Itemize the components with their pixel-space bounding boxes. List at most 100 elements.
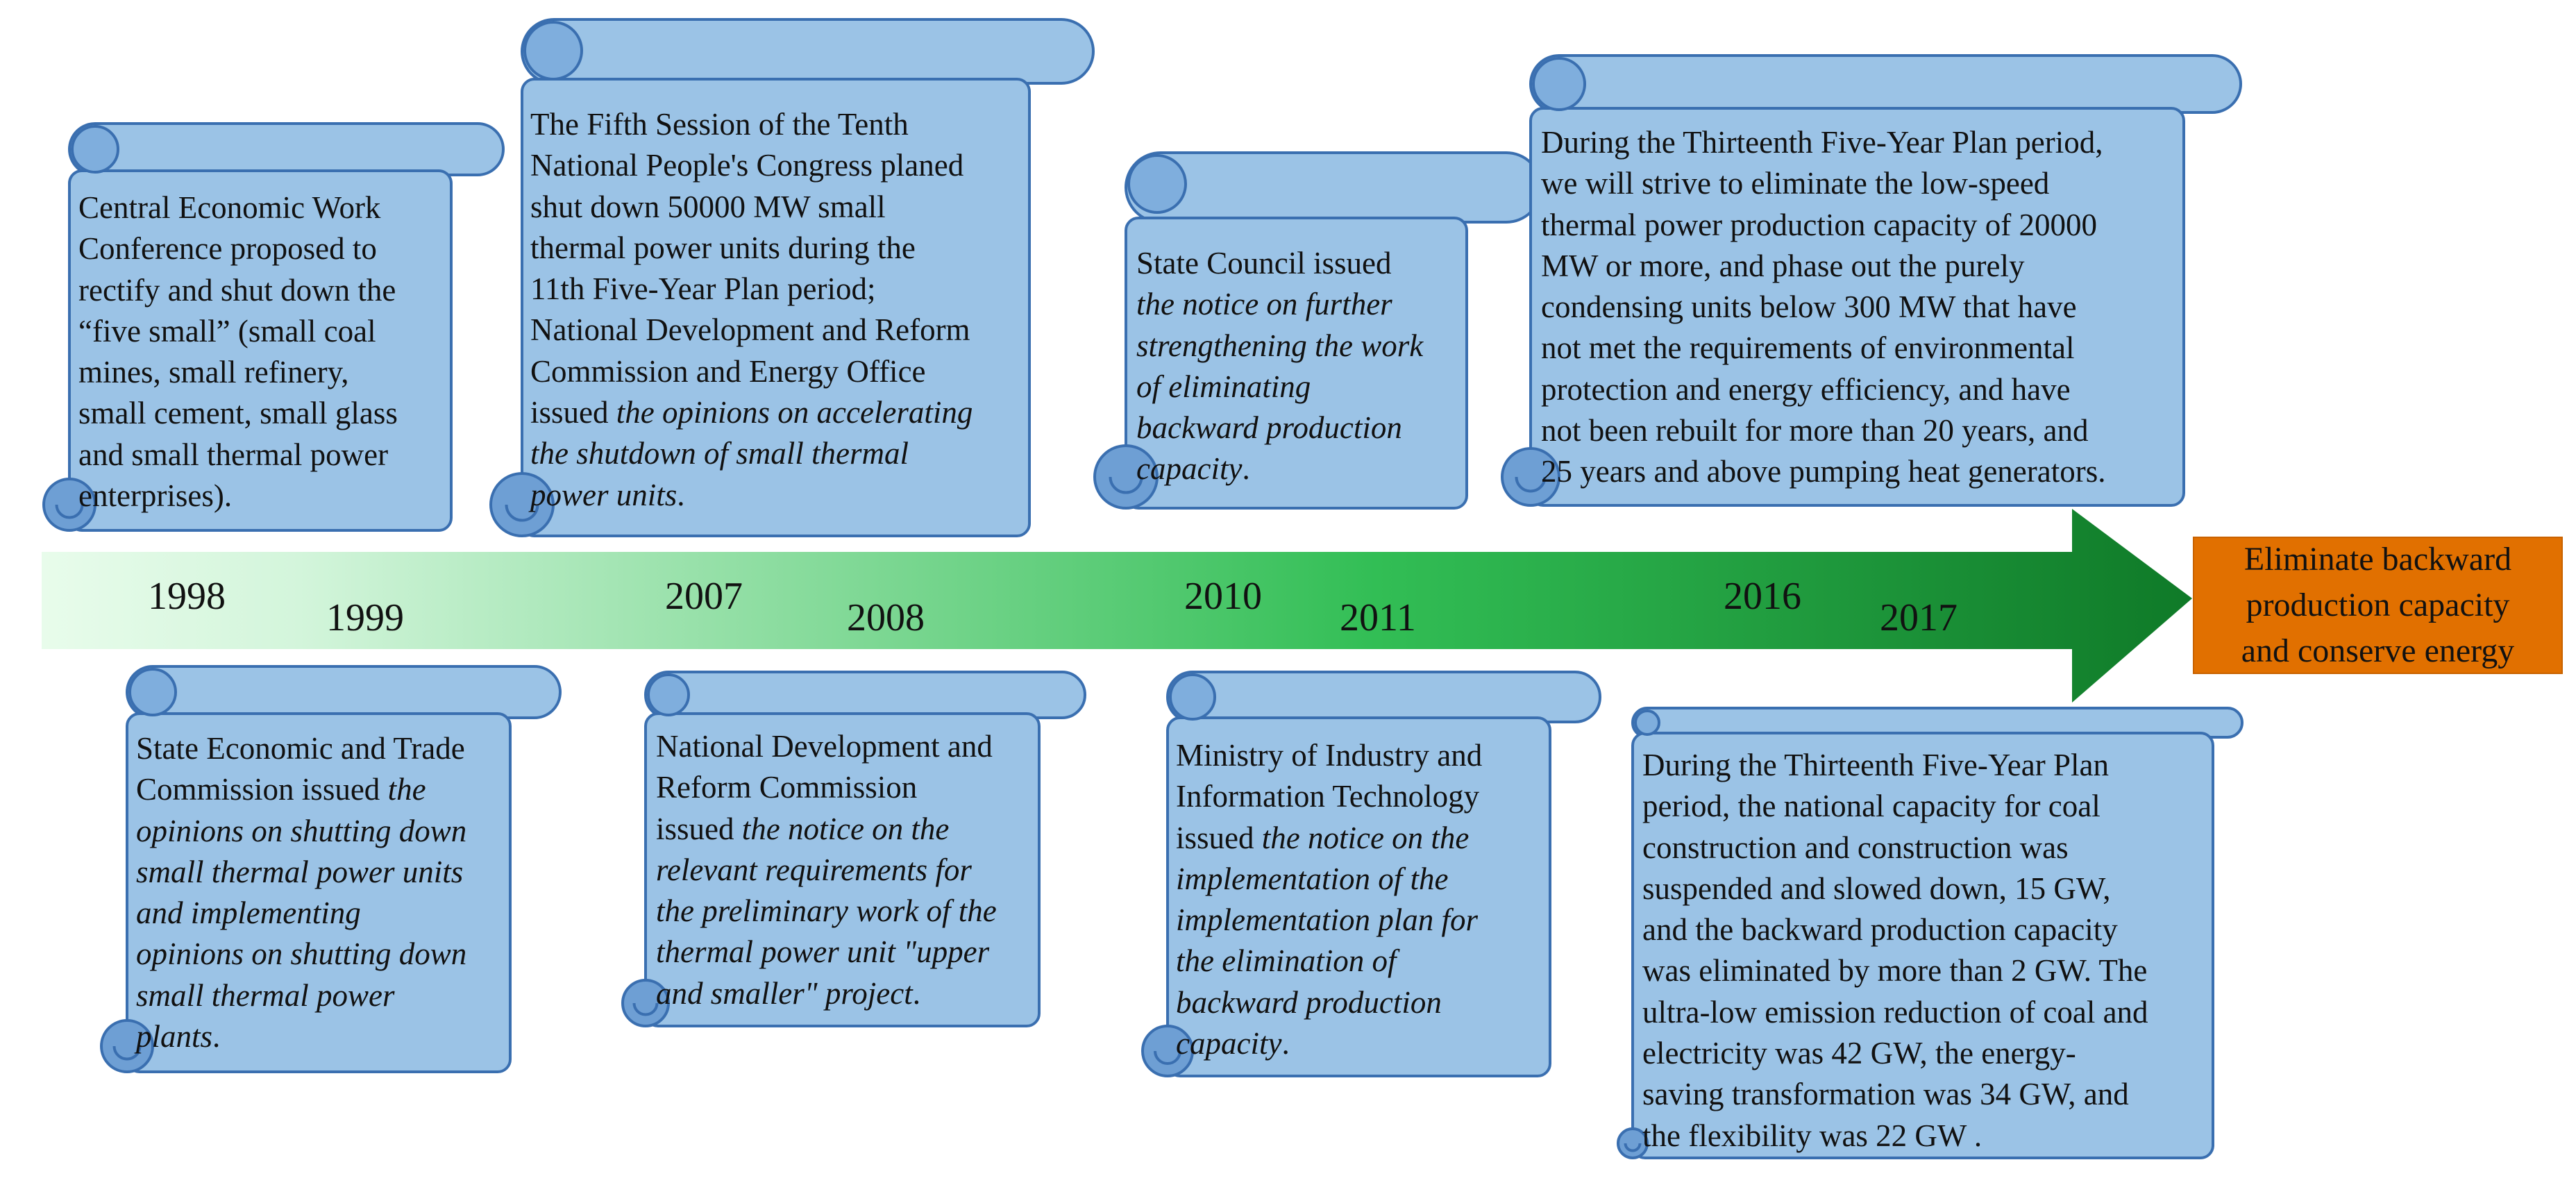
scroll-card-2011 xyxy=(1141,671,1601,1077)
year-label-1999: 1999 xyxy=(326,596,404,639)
text-run: . xyxy=(1242,451,1250,487)
card-line: During the Thirteenth Five-Year Plan per… xyxy=(1541,122,2105,163)
text-run: 25 years and above pumping heat generato… xyxy=(1541,454,2106,489)
text-run: State Economic and Trade xyxy=(136,731,465,766)
text-run: issued xyxy=(656,811,742,846)
text-run: electricity was 42 GW, the energy- xyxy=(1642,1036,2076,1071)
scroll-card-1998 xyxy=(42,122,505,532)
italic-text: the notice on the xyxy=(741,811,950,846)
card-line: Reform Commission xyxy=(656,767,997,808)
italic-text: the shutdown of small thermal xyxy=(530,436,909,471)
card-line: saving transformation was 34 GW, and xyxy=(1642,1074,2148,1115)
card-line: issued the notice on the xyxy=(656,809,997,850)
text-run: ultra-low emission reduction of coal and xyxy=(1642,994,2148,1029)
card-line: power units. xyxy=(530,475,973,516)
italic-text: thermal power unit "upper xyxy=(656,934,990,970)
italic-text: the notice on further xyxy=(1136,287,1392,322)
card-line: Commission issued the xyxy=(136,769,466,810)
card-line: 11th Five-Year Plan period; xyxy=(530,269,973,310)
card-line: backward production xyxy=(1176,982,1482,1023)
italic-text: capacity xyxy=(1136,451,1243,487)
text-run: . xyxy=(1281,1026,1290,1061)
event-card-2007: The Fifth Session of the Tenth National P… xyxy=(530,104,973,516)
text-run: saving transformation was 34 GW, and xyxy=(1642,1077,2129,1112)
scroll-card-2008 xyxy=(621,671,1086,1027)
card-line: we will strive to eliminate the low-spee… xyxy=(1541,163,2105,204)
card-line: small thermal power units xyxy=(136,852,466,893)
card-line: the preliminary work of the xyxy=(656,891,997,932)
card-line: opinions on shutting down xyxy=(136,934,466,975)
italic-text: and implementing xyxy=(136,896,361,931)
scroll-card-2016 xyxy=(1501,54,2242,507)
card-line: Ministry of Industry and xyxy=(1176,735,1482,776)
card-line: issued the notice on the xyxy=(1176,818,1482,859)
card-line: relevant requirements for xyxy=(656,850,997,891)
card-line: mines, small refinery, xyxy=(78,352,398,393)
card-line: Commission and Energy Office xyxy=(530,351,973,392)
timeline-arrow xyxy=(42,509,2192,703)
text-run: Reform Commission xyxy=(656,770,918,805)
text-run: . xyxy=(212,1019,221,1054)
text-run: rectify and shut down the xyxy=(78,272,396,308)
event-card-1999: State Economic and Trade Commission issue… xyxy=(136,728,466,1057)
card-line: not met the requirements of environmenta… xyxy=(1541,328,2105,369)
text-run: protection and energy efficiency, and ha… xyxy=(1541,371,2071,407)
card-line: “five small” (small coal xyxy=(78,311,398,352)
text-run: 11th Five-Year Plan period; xyxy=(530,271,876,307)
text-run: suspended and slowed down, 15 GW, xyxy=(1642,871,2111,906)
text-run: mines, small refinery, xyxy=(78,355,349,390)
card-line: suspended and slowed down, 15 GW, xyxy=(1642,868,2148,909)
card-line: National Development and xyxy=(656,726,997,767)
event-card-1998: Central Economic Work Conference proposed… xyxy=(78,187,398,516)
card-line: construction and construction was xyxy=(1642,827,2148,868)
card-line: thermal power unit "upper xyxy=(656,932,997,973)
card-line: Conference proposed to xyxy=(78,228,398,269)
italic-text: opinions on shutting down xyxy=(136,936,467,972)
card-line: strengthening the work xyxy=(1136,326,1423,367)
italic-text: power units xyxy=(530,477,677,512)
text-run: shut down 50000 MW small xyxy=(530,189,886,224)
scroll-card-2017 xyxy=(1617,707,2244,1159)
card-line: issued the opinions on accelerating xyxy=(530,392,973,433)
text-run: was eliminated by more than 2 GW. The xyxy=(1642,953,2148,989)
card-line: the shutdown of small thermal xyxy=(530,433,973,474)
text-run: During the Thirteenth Five-Year Plan per… xyxy=(1541,125,2103,160)
year-label-2007: 2007 xyxy=(665,575,743,618)
event-card-2010: State Council issued the notice on furthe… xyxy=(1136,243,1423,490)
card-line: implementation of the xyxy=(1176,859,1482,900)
text-run: the flexibility was 22 GW . xyxy=(1642,1118,1982,1153)
text-run: State Council issued xyxy=(1136,246,1392,280)
card-line: the elimination of xyxy=(1176,941,1482,982)
italic-text: strengthening the work xyxy=(1136,328,1424,363)
card-line: and smaller" project. xyxy=(656,973,997,1014)
italic-text: small thermal power xyxy=(136,977,395,1013)
card-line: backward production xyxy=(1136,407,1423,448)
event-card-2017: During the Thirteenth Five-Year Plan peri… xyxy=(1642,745,2148,1157)
card-line: and small thermal power xyxy=(78,435,398,476)
year-label-2016: 2016 xyxy=(1724,575,1801,618)
italic-text: backward production xyxy=(1176,984,1442,1020)
year-label-2017: 2017 xyxy=(1880,596,1958,639)
text-run: not been rebuilt for more than 20 years,… xyxy=(1541,413,2089,448)
italic-text: and smaller" project xyxy=(656,975,913,1011)
card-line: plants. xyxy=(136,1016,466,1057)
text-run: we will strive to eliminate the low-spee… xyxy=(1541,166,2050,201)
text-run: Conference proposed to xyxy=(78,231,377,267)
text-run: The Fifth Session of the Tenth xyxy=(530,107,909,142)
italic-text: opinions on shutting down xyxy=(136,813,467,848)
card-line: rectify and shut down the xyxy=(78,270,398,311)
italic-text: relevant requirements for xyxy=(656,852,972,887)
italic-text: the preliminary work of the xyxy=(656,893,997,929)
italic-text: plants xyxy=(136,1019,213,1054)
event-card-2008: National Development and Reform Commissio… xyxy=(656,726,997,1014)
card-line: small cement, small glass xyxy=(78,393,398,434)
text-run: not met the requirements of environmenta… xyxy=(1541,330,2075,366)
card-line: not been rebuilt for more than 20 years,… xyxy=(1541,410,2105,451)
text-run: MW or more, and phase out the purely xyxy=(1541,248,2025,283)
text-run: and small thermal power xyxy=(78,437,389,472)
event-card-2011: Ministry of Industry and Information Tech… xyxy=(1176,735,1482,1064)
scroll-card-2010 xyxy=(1093,151,1542,510)
italic-text: implementation plan for xyxy=(1176,902,1478,938)
text-run: construction and construction was xyxy=(1642,830,2069,865)
text-run: During the Thirteenth Five-Year Plan xyxy=(1642,748,2109,782)
